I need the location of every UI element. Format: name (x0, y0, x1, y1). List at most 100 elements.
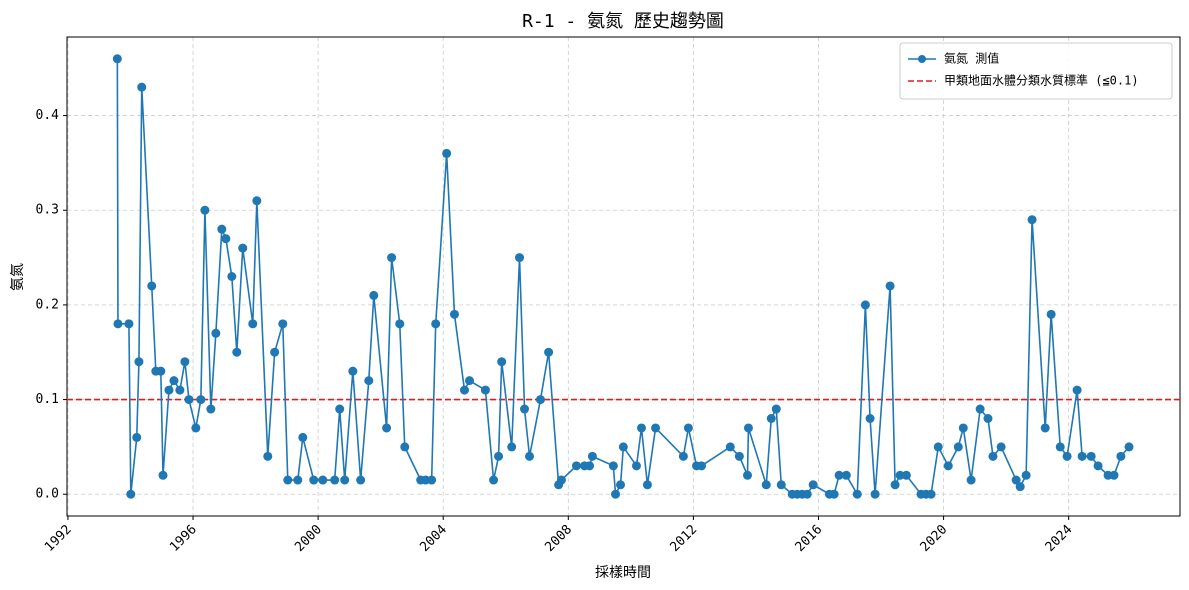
data-point (958, 423, 968, 433)
y-tick-label: 0.1 (36, 392, 59, 407)
data-point (1027, 215, 1037, 225)
data-point (156, 366, 166, 376)
data-point (1116, 451, 1126, 461)
data-point (184, 395, 194, 405)
data-point (494, 451, 504, 461)
data-point (678, 451, 688, 461)
data-point (587, 451, 597, 461)
data-point (497, 357, 507, 367)
data-point (449, 309, 459, 319)
data-point (387, 253, 397, 263)
data-point (335, 404, 345, 414)
data-point (137, 82, 147, 92)
legend-label: 氨氮 測值 (944, 51, 999, 66)
data-point (1072, 385, 1082, 395)
data-point (520, 404, 530, 414)
data-point (771, 404, 781, 414)
data-point (1055, 442, 1065, 452)
data-point (926, 489, 936, 499)
data-point (766, 413, 776, 423)
data-point (180, 357, 190, 367)
data-point (132, 432, 142, 442)
chart-title: R-1 - 氨氮 歷史趨勢圖 (522, 11, 724, 32)
data-point (1093, 461, 1103, 471)
data-point (642, 480, 652, 490)
data-point (571, 461, 581, 471)
data-point (124, 319, 134, 329)
data-point (164, 385, 174, 395)
data-point (535, 395, 545, 405)
data-point (988, 451, 998, 461)
data-point (901, 470, 911, 480)
plot-frame (66, 36, 1181, 517)
data-point (293, 475, 303, 485)
data-point (211, 328, 221, 338)
data-point (1046, 309, 1056, 319)
data-point (556, 475, 566, 485)
data-point (943, 461, 953, 471)
data-point (829, 489, 839, 499)
data-point (776, 480, 786, 490)
legend-box (899, 42, 1173, 100)
data-point (802, 489, 812, 499)
data-point (683, 423, 693, 433)
data-point (459, 385, 469, 395)
data-point (1062, 451, 1072, 461)
data-point (238, 243, 248, 253)
data-point (348, 366, 358, 376)
data-point (725, 442, 735, 452)
data-point (852, 489, 862, 499)
data-point (196, 395, 206, 405)
data-point (175, 385, 185, 395)
data-point (330, 475, 340, 485)
data-point (890, 480, 900, 490)
data-point (608, 461, 618, 471)
x-axis-label: 採樣時間 (595, 564, 651, 581)
data-point (283, 475, 293, 485)
data-point (112, 54, 122, 64)
data-point (364, 376, 374, 386)
data-point (933, 442, 943, 452)
data-point (318, 475, 328, 485)
data-point (232, 347, 242, 357)
data-point (761, 480, 771, 490)
data-point (865, 413, 875, 423)
data-point (507, 442, 517, 452)
data-point (263, 451, 273, 461)
data-point (200, 205, 210, 215)
data-point (651, 423, 661, 433)
data-point (248, 319, 258, 329)
data-point (743, 423, 753, 433)
data-point (191, 423, 201, 433)
data-point (369, 290, 379, 300)
data-point (489, 475, 499, 485)
data-point (742, 470, 752, 480)
data-point (525, 451, 535, 461)
data-point (270, 347, 280, 357)
data-point (1021, 470, 1031, 480)
y-tick-label: 0.3 (36, 203, 59, 218)
data-point (427, 475, 437, 485)
data-point (885, 281, 895, 291)
data-point (340, 475, 350, 485)
y-axis-label: 氨氮 (10, 263, 26, 291)
data-point (227, 272, 237, 281)
data-point (126, 489, 136, 499)
data-point (1109, 470, 1119, 480)
data-point (221, 234, 231, 244)
data-point (382, 423, 392, 433)
data-point (631, 461, 641, 471)
data-point (860, 300, 870, 310)
data-point (734, 451, 744, 461)
y-tick-label: 0.2 (36, 297, 59, 312)
data-point (1124, 442, 1134, 452)
legend-marker (918, 55, 926, 63)
y-tick-label: 0.0 (36, 487, 59, 502)
data-point (480, 385, 490, 395)
data-point (618, 442, 628, 452)
data-point (1086, 451, 1096, 461)
data-point (515, 253, 525, 263)
data-point (147, 281, 157, 291)
data-point (870, 489, 880, 499)
